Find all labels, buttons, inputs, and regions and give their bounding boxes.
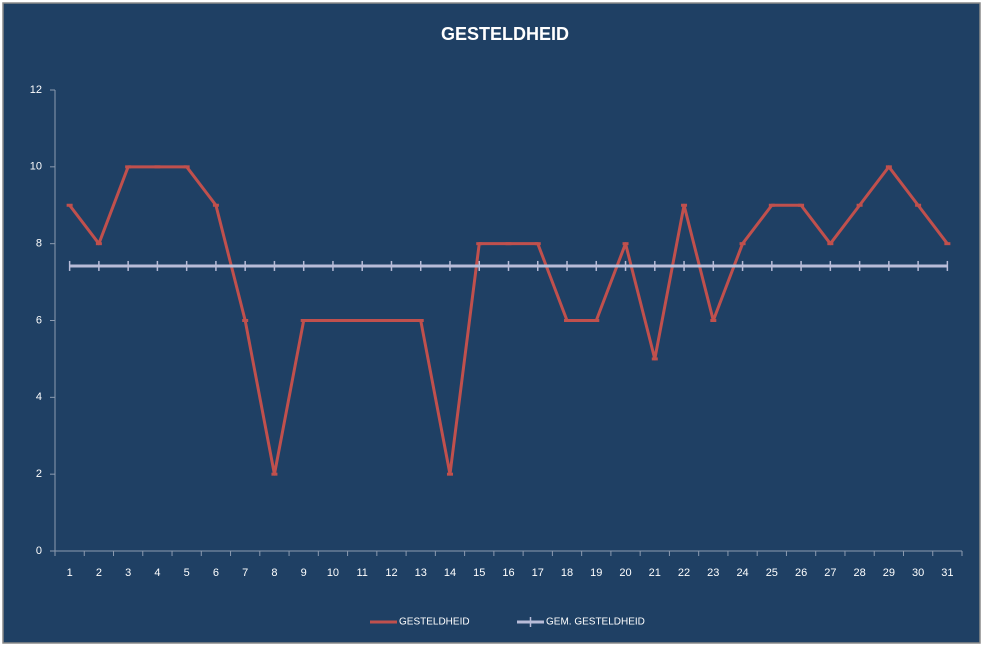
x-tick-label: 16 — [502, 567, 514, 579]
x-tick-label: 28 — [853, 567, 865, 579]
y-tick-label: 6 — [36, 314, 42, 326]
y-tick-label: 4 — [36, 391, 42, 403]
y-tick-label: 8 — [36, 238, 42, 250]
x-tick-label: 22 — [678, 567, 690, 579]
x-tick-label: 18 — [561, 567, 573, 579]
y-tick-label: 2 — [36, 468, 42, 480]
x-tick-label: 2 — [96, 567, 102, 579]
chart-title: GESTELDHEID — [441, 24, 569, 44]
x-tick-label: 21 — [649, 567, 661, 579]
x-tick-label: 25 — [766, 567, 778, 579]
x-tick-label: 1 — [67, 567, 73, 579]
x-tick-label: 11 — [356, 567, 367, 579]
x-tick-label: 3 — [125, 567, 131, 579]
x-tick-label: 14 — [444, 567, 456, 579]
x-tick-label: 15 — [473, 567, 485, 579]
x-tick-label: 27 — [824, 567, 836, 579]
x-tick-label: 12 — [385, 567, 397, 579]
legend-label: GESTELDHEID — [399, 617, 470, 628]
x-tick-label: 6 — [213, 567, 219, 579]
x-tick-label: 24 — [736, 567, 748, 579]
x-tick-label: 7 — [242, 567, 248, 579]
y-tick-label: 12 — [30, 84, 42, 96]
x-tick-label: 31 — [941, 567, 953, 579]
x-tick-label: 30 — [912, 567, 924, 579]
x-tick-label: 19 — [590, 567, 602, 579]
x-tick-label: 20 — [619, 567, 631, 579]
x-tick-label: 10 — [327, 567, 339, 579]
x-tick-label: 9 — [301, 567, 307, 579]
legend-label: GEM. GESTELDHEID — [546, 617, 645, 628]
x-tick-label: 5 — [184, 567, 190, 579]
x-tick-label: 17 — [532, 567, 544, 579]
x-tick-label: 29 — [883, 567, 895, 579]
y-tick-label: 10 — [30, 161, 42, 173]
x-tick-label: 4 — [154, 567, 160, 579]
x-tick-label: 26 — [795, 567, 807, 579]
x-tick-label: 13 — [415, 567, 427, 579]
x-tick-label: 8 — [271, 567, 277, 579]
x-tick-label: 23 — [707, 567, 719, 579]
y-tick-label: 0 — [36, 545, 42, 557]
